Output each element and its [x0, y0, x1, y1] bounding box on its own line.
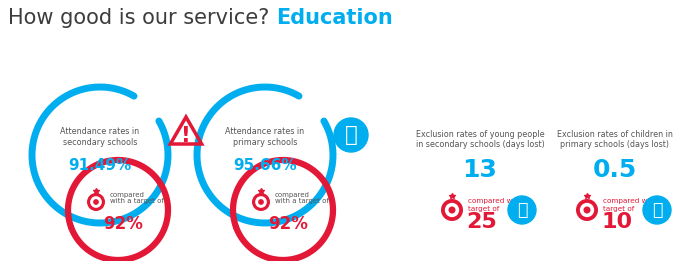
Circle shape	[252, 193, 270, 211]
Text: Exclusion rates of young people
in secondary schools (days lost): Exclusion rates of young people in secon…	[415, 130, 545, 149]
Circle shape	[87, 193, 105, 211]
Text: compared
with a target of: compared with a target of	[110, 192, 164, 205]
Circle shape	[90, 196, 102, 208]
Text: 13: 13	[462, 158, 498, 182]
Text: How good is our service?: How good is our service?	[8, 8, 276, 28]
Text: 91.49%: 91.49%	[69, 157, 132, 173]
Text: compared with a
target of: compared with a target of	[603, 199, 664, 211]
Text: 10: 10	[601, 212, 632, 232]
Text: !: !	[181, 126, 191, 146]
Text: Education: Education	[276, 8, 393, 28]
Circle shape	[449, 206, 456, 213]
Circle shape	[445, 203, 459, 217]
Text: Attendance rates in
primary schools: Attendance rates in primary schools	[226, 127, 305, 147]
Text: 👍: 👍	[517, 201, 527, 219]
Circle shape	[508, 196, 536, 224]
Circle shape	[441, 199, 463, 221]
Text: 25: 25	[466, 212, 497, 232]
Text: 👍: 👍	[345, 125, 358, 145]
Circle shape	[576, 199, 598, 221]
Circle shape	[93, 199, 99, 205]
Text: Exclusion rates of children in
primary schools (days lost): Exclusion rates of children in primary s…	[557, 130, 673, 149]
Circle shape	[583, 206, 590, 213]
Text: 95.66%: 95.66%	[233, 157, 296, 173]
Text: compared
with a target of: compared with a target of	[275, 192, 329, 205]
Text: 92%: 92%	[103, 215, 143, 233]
Circle shape	[643, 196, 671, 224]
Circle shape	[255, 196, 267, 208]
Circle shape	[334, 118, 368, 152]
Text: 92%: 92%	[268, 215, 308, 233]
Circle shape	[580, 203, 594, 217]
Text: 👍: 👍	[651, 201, 662, 219]
Text: Attendance rates in
secondary schools: Attendance rates in secondary schools	[61, 127, 139, 147]
Text: compared with a
target of: compared with a target of	[468, 199, 528, 211]
Circle shape	[258, 199, 264, 205]
Text: 0.5: 0.5	[593, 158, 637, 182]
